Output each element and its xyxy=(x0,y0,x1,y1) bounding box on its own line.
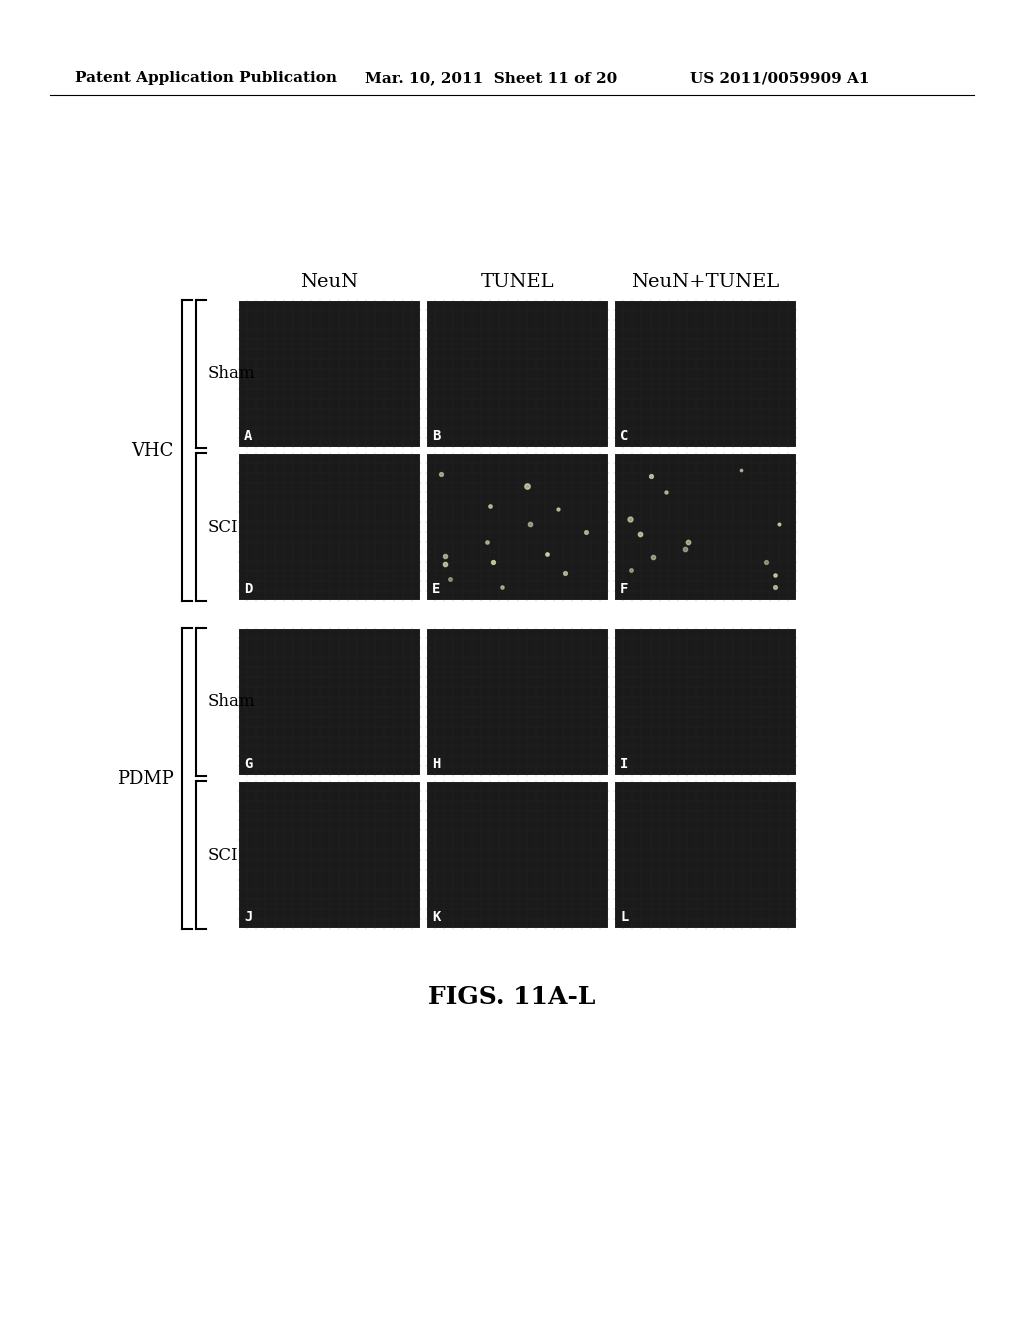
Text: US 2011/0059909 A1: US 2011/0059909 A1 xyxy=(690,71,869,84)
Text: TUNEL: TUNEL xyxy=(480,273,554,290)
Bar xyxy=(238,781,421,929)
Text: NeuN+TUNEL: NeuN+TUNEL xyxy=(632,273,779,290)
Bar xyxy=(426,628,609,776)
Text: F: F xyxy=(620,582,629,597)
Text: G: G xyxy=(244,756,252,771)
Text: J: J xyxy=(244,909,252,924)
Text: Sham: Sham xyxy=(208,693,256,710)
Text: A: A xyxy=(244,429,252,444)
Text: PDMP: PDMP xyxy=(118,770,174,788)
Text: Patent Application Publication: Patent Application Publication xyxy=(75,71,337,84)
Text: Mar. 10, 2011  Sheet 11 of 20: Mar. 10, 2011 Sheet 11 of 20 xyxy=(365,71,617,84)
Text: L: L xyxy=(620,909,629,924)
Text: Sham: Sham xyxy=(208,366,256,383)
Text: E: E xyxy=(432,582,440,597)
Bar xyxy=(238,628,421,776)
Bar xyxy=(426,300,609,447)
Text: C: C xyxy=(620,429,629,444)
Bar xyxy=(614,781,797,929)
Text: VHC: VHC xyxy=(132,441,174,459)
Text: SCI: SCI xyxy=(208,519,239,536)
Bar xyxy=(238,453,421,601)
Text: I: I xyxy=(620,756,629,771)
Bar xyxy=(426,781,609,929)
Bar xyxy=(426,453,609,601)
Text: H: H xyxy=(432,756,440,771)
Bar xyxy=(614,628,797,776)
Bar xyxy=(614,453,797,601)
Text: D: D xyxy=(244,582,252,597)
Text: K: K xyxy=(432,909,440,924)
Text: NeuN: NeuN xyxy=(300,273,358,290)
Text: FIGS. 11A-L: FIGS. 11A-L xyxy=(428,985,596,1008)
Bar xyxy=(614,300,797,447)
Text: B: B xyxy=(432,429,440,444)
Text: SCI: SCI xyxy=(208,846,239,863)
Bar xyxy=(238,300,421,447)
